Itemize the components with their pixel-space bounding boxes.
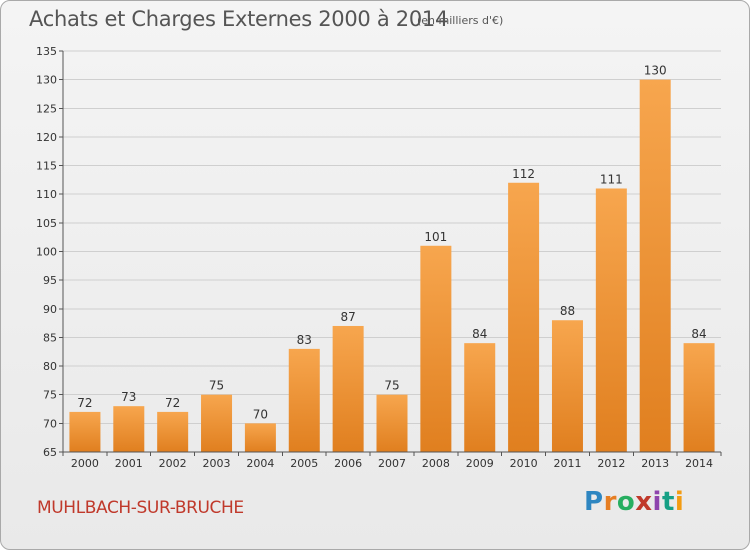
y-tick-label: 65 (43, 446, 57, 459)
data-label-2003: 75 (209, 379, 224, 393)
y-tick-label: 130 (36, 74, 57, 87)
x-tick-label-2011: 2011 (553, 457, 581, 470)
axes (59, 50, 722, 456)
bar-2001 (113, 406, 145, 452)
x-tick-label-2003: 2003 (203, 457, 231, 470)
bar-2011 (551, 320, 583, 452)
x-tick-label-2001: 2001 (115, 457, 143, 470)
x-tick-label-2004: 2004 (246, 457, 274, 470)
data-label-2002: 72 (165, 396, 180, 410)
data-label-2010: 112 (512, 167, 535, 181)
x-tick-label-2002: 2002 (159, 457, 187, 470)
bar-2009 (464, 343, 496, 452)
y-tick-label: 95 (43, 274, 57, 287)
data-label-2013: 130 (644, 64, 667, 78)
data-label-2006: 87 (340, 310, 355, 324)
proxiti-logo[interactable]: Proxiti (584, 487, 684, 517)
bar-2005 (288, 348, 320, 452)
bar-2004 (244, 423, 276, 452)
y-tick-label: 110 (36, 188, 57, 201)
data-label-2000: 72 (77, 396, 92, 410)
x-tick-label-2014: 2014 (685, 457, 713, 470)
x-tick-label-2000: 2000 (71, 457, 99, 470)
bar-2003 (201, 394, 233, 452)
x-tick-label-2009: 2009 (466, 457, 494, 470)
data-label-2007: 75 (384, 379, 399, 393)
bar-2007 (376, 394, 408, 452)
x-tick-label-2007: 2007 (378, 457, 406, 470)
data-label-2005: 83 (297, 333, 312, 347)
bar-2006 (332, 325, 364, 452)
bar-2008 (420, 245, 452, 452)
logo-letter: i (652, 487, 662, 517)
y-tick-label: 70 (43, 417, 57, 430)
x-tick-label-2012: 2012 (597, 457, 625, 470)
y-tick-label: 105 (36, 217, 57, 230)
bar-2010 (508, 182, 540, 452)
logo-letter: r (603, 487, 617, 517)
bar-2014 (683, 343, 715, 452)
y-tick-label: 80 (43, 360, 57, 373)
y-tick-label: 90 (43, 303, 57, 316)
data-label-2001: 73 (121, 390, 136, 404)
logo-letter: x (635, 487, 653, 517)
x-tick-label-2006: 2006 (334, 457, 362, 470)
y-tick-label: 125 (36, 102, 57, 115)
x-tick-label-2005: 2005 (290, 457, 318, 470)
data-label-2011: 88 (560, 304, 575, 318)
data-label-2004: 70 (253, 407, 268, 421)
bar-2002 (157, 411, 189, 452)
chart-unit: (en milliers d'€) (417, 14, 504, 27)
y-tick-label: 100 (36, 246, 57, 259)
logo-letter: t (661, 487, 675, 517)
data-label-2008: 101 (424, 230, 447, 244)
y-tick-label: 115 (36, 160, 57, 173)
bars (69, 79, 715, 453)
chart-title: Achats et Charges Externes 2000 à 2014 (29, 7, 449, 31)
logo-letter: P (584, 487, 604, 517)
y-tick-label: 85 (43, 331, 57, 344)
bar-2012 (595, 188, 627, 452)
labels: 65 70 75 80 85 90 95 100 105 110 115 120 125 130 135 72… (36, 45, 713, 470)
data-label-2009: 84 (472, 327, 487, 341)
bar-2000 (69, 411, 101, 452)
commune-name: MUHLBACH-SUR-BRUCHE (37, 498, 244, 518)
x-tick-label-2008: 2008 (422, 457, 450, 470)
bar-2013 (639, 79, 671, 453)
x-tick-label-2010: 2010 (510, 457, 538, 470)
y-tick-label: 120 (36, 131, 57, 144)
logo-letter: o (616, 487, 636, 517)
y-tick-label: 135 (36, 45, 57, 58)
logo-letter: i (674, 487, 685, 517)
data-label-2012: 111 (600, 172, 623, 186)
x-tick-label-2013: 2013 (641, 457, 669, 470)
y-tick-label: 75 (43, 389, 57, 402)
data-label-2014: 84 (691, 327, 706, 341)
